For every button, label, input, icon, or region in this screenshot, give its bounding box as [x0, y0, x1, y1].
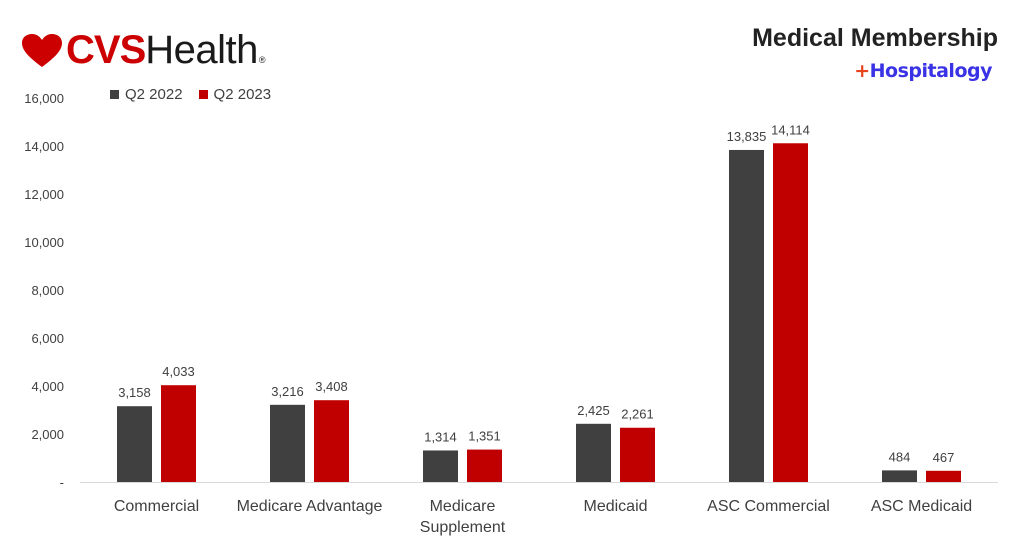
data-label: 2,261: [621, 407, 654, 422]
x-tick-label: ASC Commercial: [707, 498, 830, 515]
y-tick-label: 2,000: [31, 427, 64, 442]
legend: Q2 2022 Q2 2023: [110, 86, 271, 103]
data-label: 467: [933, 450, 955, 465]
plus-icon: +: [854, 60, 870, 82]
hospitalogy-logo: +Hospitalogy: [854, 60, 992, 82]
legend-item-q2-2023: Q2 2023: [198, 86, 272, 103]
y-tick-label: 10,000: [24, 235, 64, 250]
bar-q2-2023: [926, 470, 961, 482]
bar-q2-2023: [620, 427, 655, 482]
y-tick-label: -: [60, 475, 64, 490]
y-tick-label: 16,000: [24, 91, 64, 106]
chart-title: Medical Membership: [752, 24, 998, 52]
bar-q2-2023: [467, 449, 502, 482]
y-tick-label: 4,000: [31, 379, 64, 394]
y-tick-label: 14,000: [24, 139, 64, 154]
legend-label: Q2 2022: [125, 86, 183, 103]
bar-q2-2022: [423, 450, 458, 482]
heart-icon: [22, 33, 62, 67]
data-label: 3,216: [271, 384, 304, 399]
cvs-health-logo: CVS Health ®: [22, 28, 266, 73]
bar-q2-2022: [882, 470, 917, 482]
data-label: 484: [889, 449, 911, 464]
y-tick-label: 6,000: [31, 331, 64, 346]
logo-registered: ®: [258, 55, 266, 65]
bar-q2-2022: [576, 423, 611, 482]
data-label: 4,033: [162, 364, 195, 379]
bar-q2-2022: [729, 149, 764, 482]
data-label: 13,835: [727, 129, 767, 144]
y-tick-label: 8,000: [31, 283, 64, 298]
legend-item-q2-2022: Q2 2022: [110, 86, 183, 103]
x-tick-label: ASC Medicaid: [871, 498, 972, 515]
data-label: 3,408: [315, 379, 348, 394]
legend-label: Q2 2023: [213, 86, 272, 103]
y-tick-label: 12,000: [24, 187, 64, 202]
bar-q2-2023: [314, 400, 349, 482]
data-label: 1,351: [468, 429, 501, 444]
x-tick-label: Commercial: [114, 498, 199, 515]
x-tick-label: Medicaid: [583, 498, 647, 515]
hospitalogy-wordmark: Hospitalogy: [869, 60, 993, 82]
data-label: 2,425: [577, 403, 610, 418]
legend-swatch: [198, 90, 208, 99]
x-tick-label: Supplement: [420, 519, 506, 536]
x-tick-label: Medicare Advantage: [237, 498, 383, 515]
data-label: 3,158: [118, 385, 151, 400]
bar-q2-2023: [161, 385, 196, 482]
logo-word: Health: [145, 28, 258, 72]
data-label: 1,314: [424, 429, 457, 444]
logo-mark: CVS: [66, 28, 146, 72]
legend-swatch: [110, 90, 119, 99]
bar-q2-2022: [270, 404, 305, 482]
x-tick-label: Medicare: [430, 498, 496, 515]
bar-q2-2023: [773, 143, 808, 482]
bar-q2-2022: [117, 406, 152, 482]
data-label: 14,114: [771, 122, 810, 137]
